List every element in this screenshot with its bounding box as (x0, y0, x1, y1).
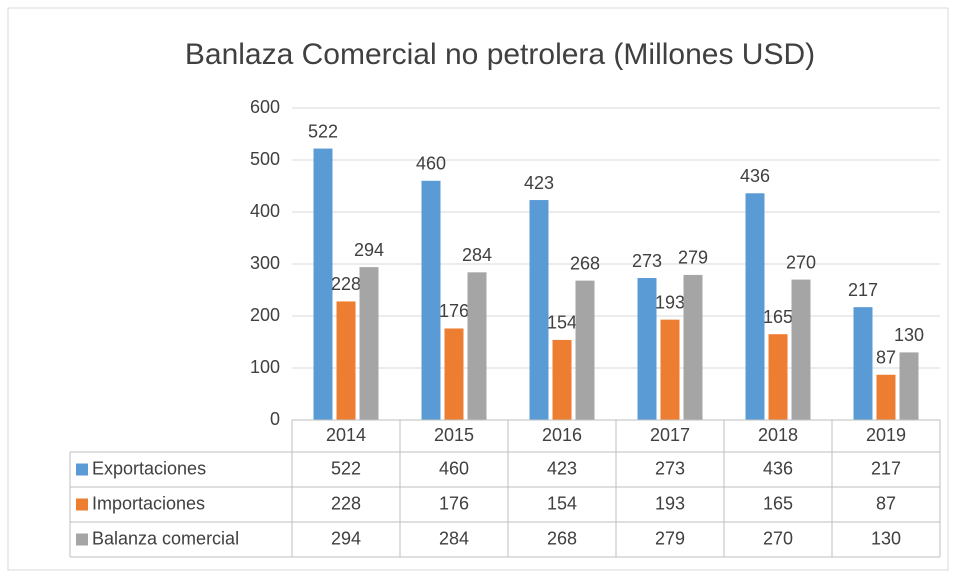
x-tick-label: 2018 (758, 425, 798, 445)
y-tick-label: 200 (250, 305, 280, 325)
x-tick-label: 2014 (326, 425, 366, 445)
x-tick-label: 2016 (542, 425, 582, 445)
table-value: 176 (439, 493, 469, 513)
table-value: 217 (871, 458, 901, 478)
data-label: 284 (462, 245, 492, 265)
bar (853, 307, 873, 420)
bar (444, 328, 464, 420)
data-label: 228 (331, 274, 361, 294)
legend-label: Importaciones (92, 493, 205, 513)
bar (313, 148, 333, 420)
data-label: 176 (439, 301, 469, 321)
bar (791, 279, 811, 420)
data-label: 279 (678, 248, 708, 268)
table-value: 522 (331, 458, 361, 478)
legend-key (76, 463, 88, 476)
table-value: 270 (763, 528, 793, 548)
table-value: 268 (547, 528, 577, 548)
data-label: 154 (547, 313, 577, 333)
bar (660, 319, 680, 420)
bar (552, 339, 572, 420)
bar (336, 301, 356, 420)
bar (683, 274, 703, 420)
data-label: 294 (354, 240, 384, 260)
x-tick-label: 2017 (650, 425, 690, 445)
y-tick-label: 600 (250, 97, 280, 117)
legend-label: Exportaciones (92, 458, 206, 478)
table-value: 130 (871, 528, 901, 548)
legend-key (76, 498, 88, 511)
data-label: 460 (416, 154, 446, 174)
table-value: 273 (655, 458, 685, 478)
bar (421, 180, 441, 420)
y-tick-label: 500 (250, 149, 280, 169)
table-value: 228 (331, 493, 361, 513)
table-value: 87 (876, 493, 896, 513)
table-value: 423 (547, 458, 577, 478)
data-label: 436 (740, 166, 770, 186)
bar (575, 280, 595, 420)
table-value: 284 (439, 528, 469, 548)
table-value: 279 (655, 528, 685, 548)
data-label: 423 (524, 173, 554, 193)
data-label: 217 (848, 280, 878, 300)
bar (359, 267, 379, 420)
legend-key (76, 533, 88, 546)
x-tick-label: 2015 (434, 425, 474, 445)
bar (529, 200, 549, 420)
data-label: 130 (894, 325, 924, 345)
data-label: 273 (632, 251, 662, 271)
bar (745, 193, 765, 420)
legend-label: Balanza comercial (92, 528, 239, 548)
chart-title: Banlaza Comercial no petrolera (Millones… (185, 38, 815, 71)
table-value: 154 (547, 493, 577, 513)
data-label: 165 (763, 307, 793, 327)
bar (768, 334, 788, 420)
data-label: 522 (308, 121, 338, 141)
data-label: 270 (786, 252, 816, 272)
x-tick-label: 2019 (866, 425, 906, 445)
y-tick-label: 400 (250, 201, 280, 221)
table-value: 436 (763, 458, 793, 478)
bar (876, 374, 896, 420)
y-tick-label: 0 (270, 409, 280, 429)
table-value: 165 (763, 493, 793, 513)
bar (899, 352, 919, 420)
bar (637, 278, 657, 420)
data-label: 193 (655, 292, 685, 312)
y-tick-label: 100 (250, 357, 280, 377)
table-value: 193 (655, 493, 685, 513)
data-label: 268 (570, 253, 600, 273)
bar (467, 272, 487, 420)
data-label: 87 (876, 348, 896, 368)
table-value: 460 (439, 458, 469, 478)
y-tick-label: 300 (250, 253, 280, 273)
table-value: 294 (331, 528, 361, 548)
